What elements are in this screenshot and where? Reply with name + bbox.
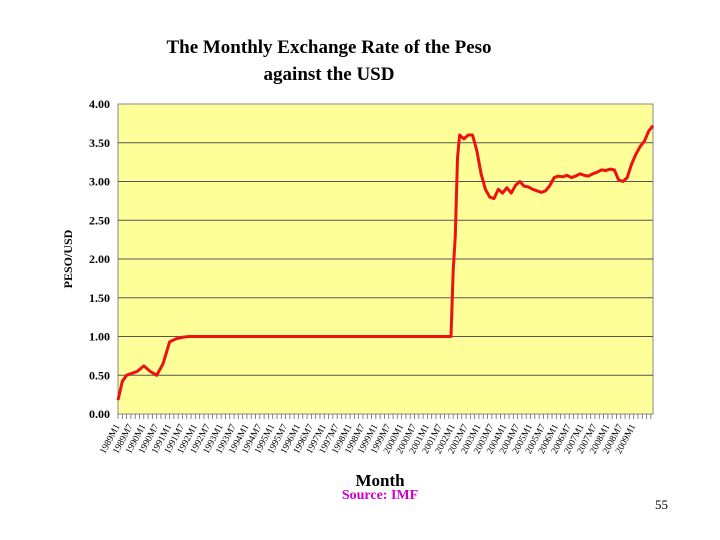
y-tick-label: 3.00 <box>89 175 110 189</box>
chart-title-line-1: The Monthly Exchange Rate of the Peso <box>166 37 492 58</box>
slide-number: 55 <box>655 497 668 512</box>
grid-lines <box>118 142 653 376</box>
exchange-rate-line <box>116 124 655 401</box>
y-tick-label: 0.50 <box>89 368 110 382</box>
x-tick-marks <box>117 414 652 419</box>
y-tick-label: 2.00 <box>89 252 110 266</box>
x-axis-label: Month <box>355 471 405 490</box>
y-tick-label: 3.50 <box>89 136 110 150</box>
source-caption: Source: IMF <box>341 488 419 503</box>
y-tick-label: 1.50 <box>89 291 110 305</box>
chart-title: The Monthly Exchange Rate of the Peso ag… <box>0 34 658 88</box>
chart-title-line-2: against the USD <box>263 64 395 85</box>
y-tick-label: 4.00 <box>89 97 110 111</box>
y-axis-label: PESO/USD <box>61 229 75 288</box>
x-tick-labels: 1989M11989M71990M11990M71991M11991M71992… <box>99 422 639 455</box>
y-tick-labels: 0.00 0.50 1.00 1.50 2.00 2.50 3.00 3.50 4.00 <box>89 97 110 421</box>
y-tick-label: 0.00 <box>89 407 110 421</box>
y-tick-label: 1.00 <box>89 330 110 344</box>
y-tick-label: 2.50 <box>89 213 110 227</box>
